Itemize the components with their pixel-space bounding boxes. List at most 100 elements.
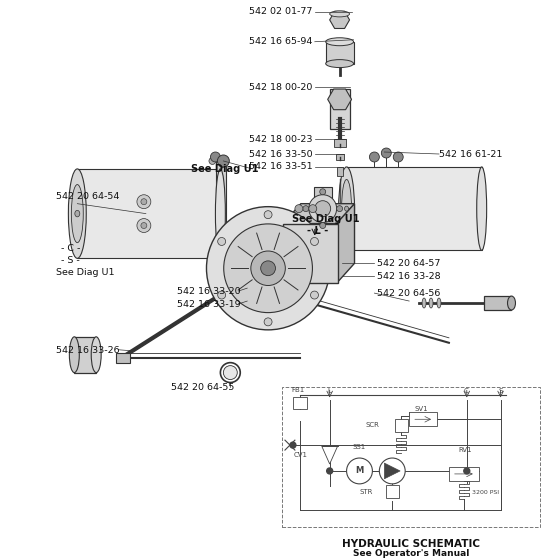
Bar [347, 167, 482, 250]
Text: - L -: - L - [307, 226, 328, 236]
Bar [337, 167, 343, 176]
Bar [449, 467, 479, 481]
Ellipse shape [68, 169, 86, 258]
Text: 542 16 61-21: 542 16 61-21 [439, 150, 502, 158]
Text: 3200 PSI: 3200 PSI [472, 491, 499, 495]
Circle shape [347, 458, 372, 484]
Bar [334, 139, 346, 147]
Circle shape [251, 251, 286, 286]
Ellipse shape [429, 298, 433, 308]
Text: 542 20 64-56: 542 20 64-56 [377, 288, 441, 297]
Circle shape [295, 204, 303, 213]
Circle shape [320, 189, 326, 195]
Text: 542 02 01-77: 542 02 01-77 [249, 7, 313, 16]
Circle shape [261, 261, 276, 276]
Circle shape [141, 199, 147, 204]
Text: - C -: - C - [62, 244, 81, 253]
Text: 542 18 00-23: 542 18 00-23 [249, 134, 313, 143]
Circle shape [224, 224, 312, 312]
Circle shape [209, 263, 216, 270]
Text: See Diag U1: See Diag U1 [190, 164, 258, 174]
Circle shape [217, 155, 230, 167]
Bar [314, 187, 332, 231]
Text: HYDRAULIC SCHEMATIC: HYDRAULIC SCHEMATIC [342, 539, 480, 549]
Bar [293, 398, 307, 409]
Bar [335, 154, 344, 160]
Ellipse shape [344, 206, 348, 211]
Text: See Diag U1: See Diag U1 [292, 213, 360, 223]
Bar [282, 388, 540, 526]
Circle shape [393, 152, 403, 162]
Bar [216, 157, 226, 270]
Text: 542 16 33-20: 542 16 33-20 [176, 287, 240, 296]
Circle shape [209, 157, 216, 165]
Ellipse shape [507, 296, 515, 310]
Circle shape [370, 152, 379, 162]
Text: 542 18 00-20: 542 18 00-20 [249, 83, 313, 92]
Text: C: C [464, 389, 468, 394]
Ellipse shape [326, 59, 353, 68]
Circle shape [326, 468, 333, 474]
Circle shape [310, 291, 319, 299]
Circle shape [379, 458, 405, 484]
Bar [330, 90, 349, 129]
Circle shape [464, 468, 470, 474]
Bar [484, 296, 511, 310]
Text: STR: STR [359, 489, 372, 495]
Text: - S -: - S - [62, 256, 80, 265]
Bar [283, 223, 338, 283]
Ellipse shape [342, 179, 352, 238]
Circle shape [207, 207, 330, 330]
Circle shape [219, 260, 226, 267]
Ellipse shape [71, 185, 83, 242]
Polygon shape [384, 463, 400, 479]
Circle shape [290, 442, 296, 448]
Circle shape [264, 211, 272, 218]
Circle shape [303, 206, 309, 212]
Circle shape [310, 237, 319, 245]
Text: 542 16 65-94: 542 16 65-94 [249, 37, 313, 46]
Text: CV1: CV1 [294, 452, 308, 458]
Text: SCR: SCR [366, 422, 379, 428]
Ellipse shape [437, 298, 441, 308]
Bar [409, 412, 437, 426]
Text: SS1: SS1 [353, 444, 366, 450]
Circle shape [218, 291, 226, 299]
Circle shape [309, 204, 317, 213]
Bar [116, 353, 130, 363]
Ellipse shape [422, 298, 426, 308]
Ellipse shape [330, 11, 349, 17]
Text: 542 20 64-55: 542 20 64-55 [171, 383, 234, 392]
Text: 542 16 33-51: 542 16 33-51 [249, 162, 313, 171]
Circle shape [264, 318, 272, 326]
Text: See Diag U1: See Diag U1 [57, 268, 115, 277]
Bar [326, 42, 353, 64]
Circle shape [309, 195, 337, 222]
Ellipse shape [326, 38, 353, 46]
Text: RV1: RV1 [459, 447, 473, 453]
Ellipse shape [477, 167, 487, 250]
Text: M: M [356, 466, 363, 475]
Ellipse shape [339, 167, 354, 250]
Text: FB1: FB1 [291, 388, 305, 394]
Ellipse shape [216, 169, 225, 258]
Circle shape [219, 161, 226, 167]
Text: 542 16 33-50: 542 16 33-50 [249, 150, 313, 158]
Bar [74, 337, 96, 372]
Text: 542 20 64-57: 542 20 64-57 [377, 259, 441, 268]
Circle shape [141, 222, 147, 228]
Polygon shape [283, 204, 354, 223]
Text: See Operator's Manual: See Operator's Manual [353, 549, 469, 558]
Text: S: S [498, 389, 503, 394]
Text: SV1: SV1 [414, 407, 428, 412]
Circle shape [137, 218, 151, 232]
Text: 542 16 33-28: 542 16 33-28 [377, 272, 441, 281]
Ellipse shape [69, 337, 80, 372]
Text: 542 16 33-26: 542 16 33-26 [57, 346, 120, 355]
Circle shape [223, 366, 237, 380]
Bar [77, 169, 221, 258]
Circle shape [137, 195, 151, 209]
Text: 542 16 33-19: 542 16 33-19 [176, 300, 240, 309]
Polygon shape [337, 204, 354, 283]
Circle shape [337, 206, 343, 212]
